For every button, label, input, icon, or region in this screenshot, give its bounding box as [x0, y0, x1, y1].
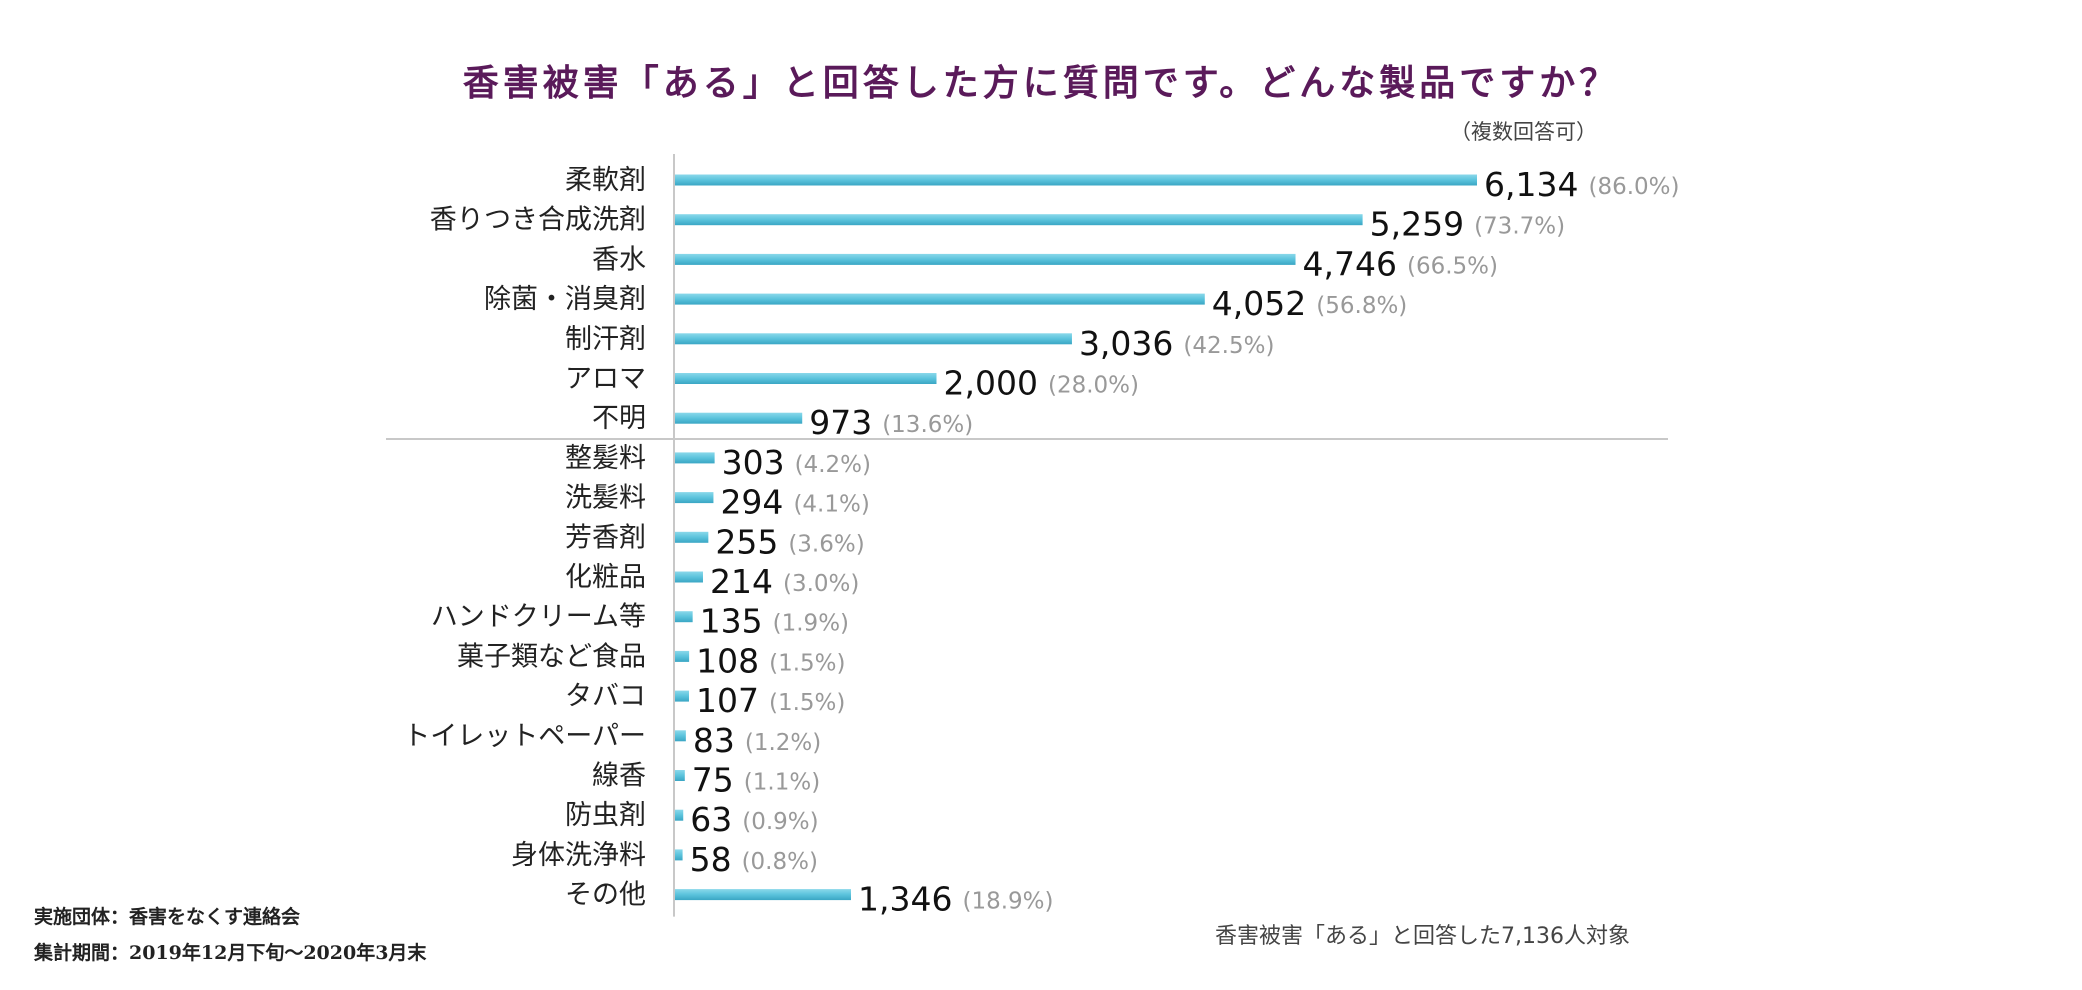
- category-label: 身体洗浄料: [511, 840, 646, 871]
- bar: [675, 690, 689, 702]
- value-label: 83: [693, 721, 735, 760]
- bar: [675, 174, 1477, 186]
- value-label: 303: [722, 443, 785, 482]
- percent-label: (4.1%): [793, 492, 869, 518]
- category-label: 整髪料: [565, 443, 646, 474]
- percent-label: (0.8%): [742, 849, 818, 875]
- category-label: 柔軟剤: [565, 165, 646, 196]
- bar: [675, 253, 1296, 265]
- category-label: 除菌・消臭剤: [484, 284, 646, 315]
- bar: [675, 214, 1363, 226]
- value-label: 214: [710, 562, 773, 601]
- bar: [675, 373, 937, 384]
- value-label: 294: [720, 483, 783, 522]
- organizer-note: 実施団体：香害をなくす連絡会: [34, 906, 301, 928]
- category-label: 制汗剤: [565, 324, 646, 355]
- bar: [675, 809, 684, 821]
- percent-label: (56.8%): [1316, 293, 1407, 319]
- value-label: 4,052: [1212, 284, 1306, 323]
- value-label: 5,259: [1370, 205, 1464, 244]
- percent-label: (66.5%): [1407, 253, 1498, 279]
- category-label: アロマ: [565, 364, 646, 395]
- percent-label: (3.0%): [783, 571, 859, 597]
- category-label: 線香: [592, 761, 646, 792]
- category-label: 香りつき合成洗剤: [430, 205, 646, 236]
- bar: [675, 492, 714, 504]
- category-label: 不明: [592, 403, 646, 434]
- bar: [675, 770, 685, 781]
- category-label: 洗髪料: [565, 483, 646, 514]
- category-label: トイレットペーパー: [403, 721, 646, 752]
- percent-label: (1.5%): [769, 650, 845, 676]
- category-label: 芳香剤: [565, 522, 646, 553]
- bar: [675, 412, 803, 424]
- bar: [675, 333, 1072, 345]
- category-label: タバコ: [565, 681, 646, 712]
- bar: [675, 849, 683, 861]
- value-label: 58: [690, 840, 732, 879]
- category-label: 防虫剤: [565, 800, 646, 831]
- value-label: 3,036: [1079, 324, 1173, 363]
- percent-label: (86.0%): [1588, 174, 1679, 200]
- percent-label: (18.9%): [962, 889, 1053, 915]
- percent-label: (28.0%): [1048, 373, 1139, 399]
- bar: [675, 650, 690, 662]
- percent-label: (0.9%): [742, 809, 818, 835]
- bar: [675, 452, 715, 464]
- percent-label: (1.5%): [769, 690, 845, 716]
- percent-label: (1.1%): [744, 770, 820, 796]
- chart-title: 香害被害「ある」と回答した方に質問です。どんな製品ですか？: [462, 62, 1620, 104]
- bar: [675, 611, 693, 623]
- value-label: 108: [696, 641, 759, 680]
- value-label: 6,134: [1484, 165, 1578, 204]
- percent-label: (13.6%): [882, 412, 973, 438]
- category-label: ハンドクリーム等: [431, 602, 646, 633]
- percent-label: (42.5%): [1183, 333, 1274, 359]
- bar: [675, 730, 686, 742]
- value-label: 973: [809, 403, 872, 442]
- bar: [675, 571, 703, 583]
- percent-label: (1.2%): [745, 730, 821, 756]
- value-label: 255: [715, 522, 778, 561]
- multiple-answer-note: （複数回答可）: [1450, 120, 1597, 144]
- percent-label: (4.2%): [795, 452, 871, 478]
- value-label: 107: [696, 681, 759, 720]
- value-label: 1,346: [858, 880, 952, 919]
- respondent-basis-note: 香害被害「ある」と回答した7,136人対象: [1215, 924, 1630, 949]
- bar: [675, 531, 709, 543]
- percent-label: (73.7%): [1474, 214, 1565, 240]
- value-label: 75: [692, 761, 734, 800]
- bar: [675, 293, 1205, 305]
- category-label: 菓子類など食品: [457, 641, 646, 672]
- value-label: 135: [700, 602, 763, 641]
- category-label: 香水: [592, 244, 646, 275]
- value-label: 2,000: [943, 364, 1037, 403]
- percent-label: (1.9%): [773, 611, 849, 637]
- bar: [675, 889, 851, 901]
- period-note: 集計期間：2019年12月下旬～2020年3月末: [34, 942, 427, 964]
- percent-label: (3.6%): [788, 531, 864, 557]
- value-label: 4,746: [1303, 244, 1397, 283]
- category-label: 化粧品: [565, 562, 646, 593]
- value-label: 63: [690, 800, 732, 839]
- category-label: その他: [565, 880, 646, 911]
